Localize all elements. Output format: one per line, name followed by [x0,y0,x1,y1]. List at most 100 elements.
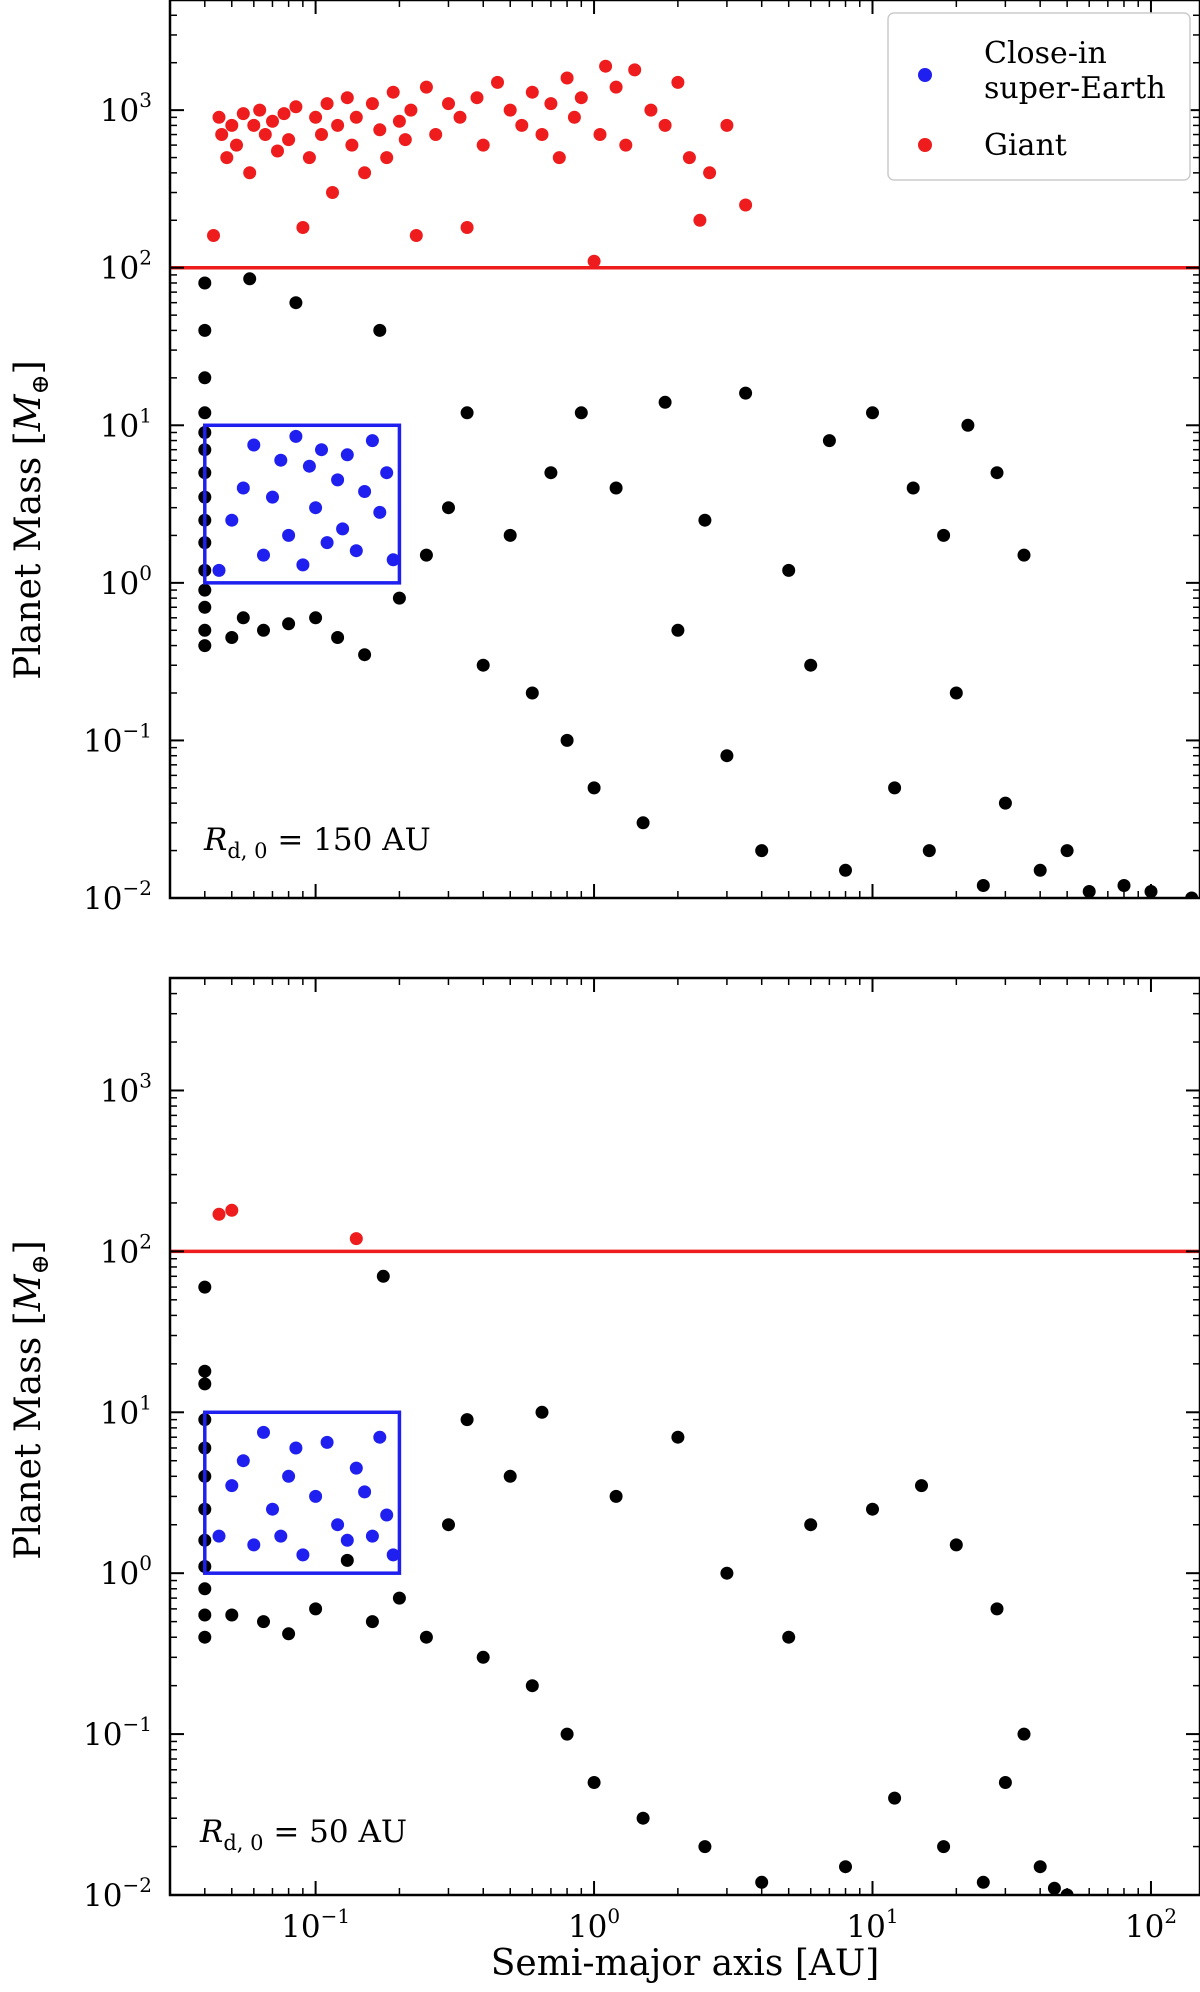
bottom-y-tick-label: 101 [100,1390,152,1431]
top-point [392,591,406,605]
bottom-ticks: 10−2 10−1 100 101 102 103 10−1 100 101 102 [83,977,1200,1945]
bottom-super-earth-box [203,1410,402,1575]
bottom-point [198,1364,212,1378]
bottom-point [1033,1860,1047,1874]
top-point [574,406,588,420]
bottom-point [274,1529,288,1543]
top-super-earth-box [203,423,402,585]
top-point [525,85,539,99]
top-point [302,459,316,473]
top-point [198,323,212,337]
bottom-overlay [170,1249,1200,1575]
top-point [628,63,642,77]
top-point [804,658,818,672]
top-point [225,513,239,527]
top-point [349,110,363,124]
bottom-point [535,1405,549,1419]
bottom-point [309,1489,323,1503]
top-point [609,80,623,94]
top-point [866,406,879,420]
top-point [215,128,229,141]
bottom-point [998,1776,1012,1789]
top-point [567,110,581,124]
top-point [409,229,423,242]
bottom-point [1047,1881,1061,1895]
bottom-point [587,1776,601,1789]
bottom-point [365,1529,379,1543]
top-plot-frame [168,0,1200,900]
top-point [404,103,418,117]
top-point [922,844,936,858]
bottom-point [257,1615,270,1629]
top-point [720,749,734,763]
top-point [682,151,696,165]
top-point [609,481,623,495]
top-point [822,434,836,448]
top-point [1060,844,1074,858]
legend-marker-giant [918,138,932,152]
top-point [257,623,270,637]
top-point [587,781,601,795]
top-point [365,434,379,448]
bottom-point [804,1518,818,1532]
legend-frame [887,12,1191,181]
top-point [198,600,212,614]
bottom-point [888,1791,902,1805]
top-point [212,563,226,577]
bottom-point [282,1627,296,1641]
top-point [544,97,558,111]
bottom-point [198,1280,212,1294]
top-point [703,166,717,180]
bottom-point [503,1469,517,1483]
bottom-y-tick-label: 102 [100,1229,152,1270]
bottom-point [309,1602,323,1616]
bottom-point [212,1207,226,1221]
top-point [1033,863,1047,877]
bottom-point [937,1840,951,1854]
bottom-y-tick-label: 10−1 [83,1712,152,1753]
bottom-point [949,1538,963,1552]
top-point [236,481,250,495]
top-point [1117,879,1131,892]
bottom-point [282,1469,296,1483]
top-point [599,59,613,73]
top-point [247,118,261,132]
bottom-point [839,1860,852,1874]
top-point [289,429,303,443]
bottom-point [266,1502,279,1516]
top-point [349,544,363,558]
bottom-point [320,1435,334,1449]
top-point [331,631,345,644]
top-point [560,733,574,747]
top-point [198,623,212,637]
bottom-point [419,1630,433,1644]
top-point [720,118,734,132]
top-point [1017,548,1031,562]
top-point [207,229,220,242]
bottom-point [225,1203,239,1217]
top-point [220,151,234,165]
bottom-point [358,1485,372,1499]
top-point [636,816,650,830]
top-point [392,114,406,128]
bottom-point [349,1232,363,1246]
top-point [373,123,387,137]
top-point [320,97,334,111]
top-scatter-points [198,59,1199,898]
top-point [442,97,455,111]
bottom-point [460,1413,474,1427]
top-point [247,438,261,452]
top-point [373,323,387,337]
top-point [212,110,226,124]
top-point [358,485,372,498]
top-point [906,481,920,495]
top-point [671,75,685,89]
top-point [198,371,212,385]
bottom-point [476,1650,490,1664]
bottom-point [198,1582,212,1596]
bottom-point [720,1566,734,1580]
top-point [358,648,372,662]
top-y-tick-label: 10−1 [83,718,152,759]
top-y-tick-label: 101 [100,403,152,444]
